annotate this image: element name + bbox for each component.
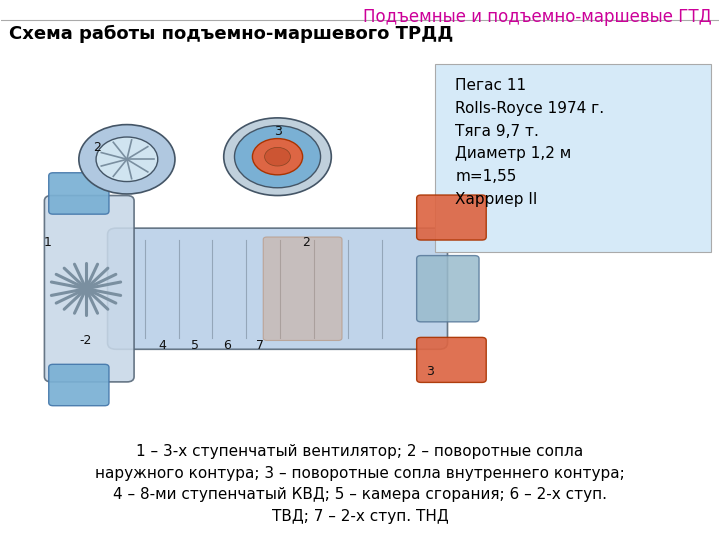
- Text: 1: 1: [44, 235, 52, 248]
- Text: -2: -2: [80, 334, 92, 347]
- FancyBboxPatch shape: [264, 237, 342, 341]
- FancyBboxPatch shape: [45, 195, 134, 382]
- Text: 2: 2: [302, 235, 310, 248]
- Text: Подъемные и подъемно-маршевые ГТД: Подъемные и подъемно-маршевые ГТД: [363, 8, 711, 25]
- Text: 6: 6: [223, 339, 231, 352]
- Circle shape: [265, 147, 290, 166]
- FancyBboxPatch shape: [417, 195, 486, 240]
- FancyBboxPatch shape: [107, 228, 448, 349]
- Circle shape: [253, 139, 302, 175]
- Circle shape: [96, 137, 158, 181]
- FancyBboxPatch shape: [436, 64, 711, 253]
- FancyBboxPatch shape: [49, 364, 109, 406]
- Circle shape: [224, 118, 331, 195]
- FancyBboxPatch shape: [417, 338, 486, 382]
- Text: Схема работы подъемно-маршевого ТРДД: Схема работы подъемно-маршевого ТРДД: [9, 25, 453, 43]
- Text: 3: 3: [426, 365, 434, 378]
- FancyBboxPatch shape: [49, 173, 109, 214]
- Text: Пегас 11
Rolls-Royce 1974 г.
Тяга 9,7 т.
Диаметр 1,2 м
m=1,55
Харриер II: Пегас 11 Rolls-Royce 1974 г. Тяга 9,7 т.…: [455, 78, 605, 207]
- Text: 2: 2: [93, 141, 101, 154]
- Text: 3: 3: [274, 125, 282, 138]
- Circle shape: [79, 125, 175, 194]
- Text: 4: 4: [159, 339, 167, 352]
- FancyBboxPatch shape: [417, 255, 479, 322]
- Text: 7: 7: [256, 339, 264, 352]
- Text: 1 – 3-х ступенчатый вентилятор; 2 – поворотные сопла
наружного контура; 3 – пово: 1 – 3-х ступенчатый вентилятор; 2 – пово…: [95, 444, 625, 524]
- Text: 5: 5: [191, 339, 199, 352]
- Circle shape: [235, 126, 320, 188]
